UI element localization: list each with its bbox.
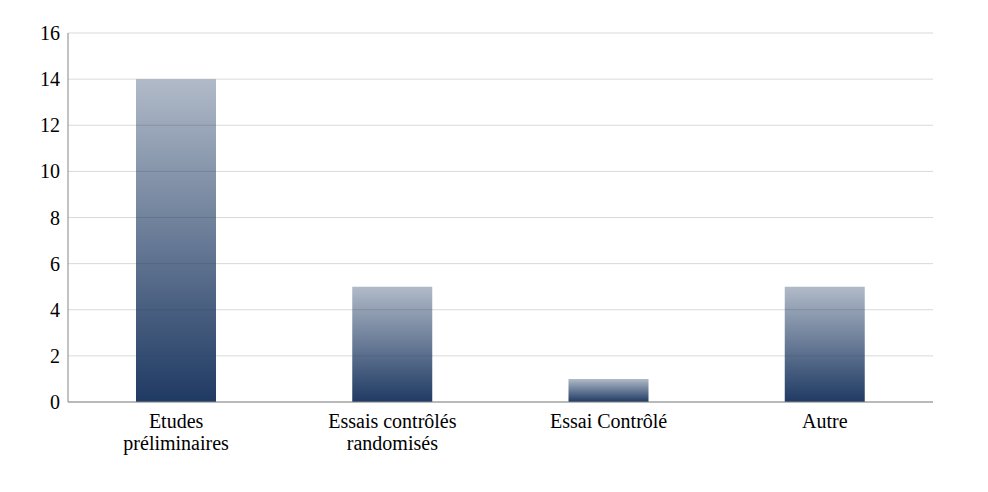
svg-text:0: 0 [50,391,60,413]
svg-text:8: 8 [50,207,60,229]
svg-text:2: 2 [50,345,60,367]
svg-text:12: 12 [40,114,60,136]
svg-text:Autre: Autre [802,410,848,432]
svg-text:16: 16 [40,22,60,44]
svg-text:4: 4 [50,299,60,321]
svg-text:14: 14 [40,68,60,90]
svg-text:Essais contrôlésrandomisés: Essais contrôlésrandomisés [328,410,457,454]
svg-text:Etudespréliminaires: Etudespréliminaires [123,410,229,455]
svg-text:Essai Contrôlé: Essai Contrôlé [550,410,667,432]
svg-text:10: 10 [40,160,60,182]
svg-text:6: 6 [50,253,60,275]
